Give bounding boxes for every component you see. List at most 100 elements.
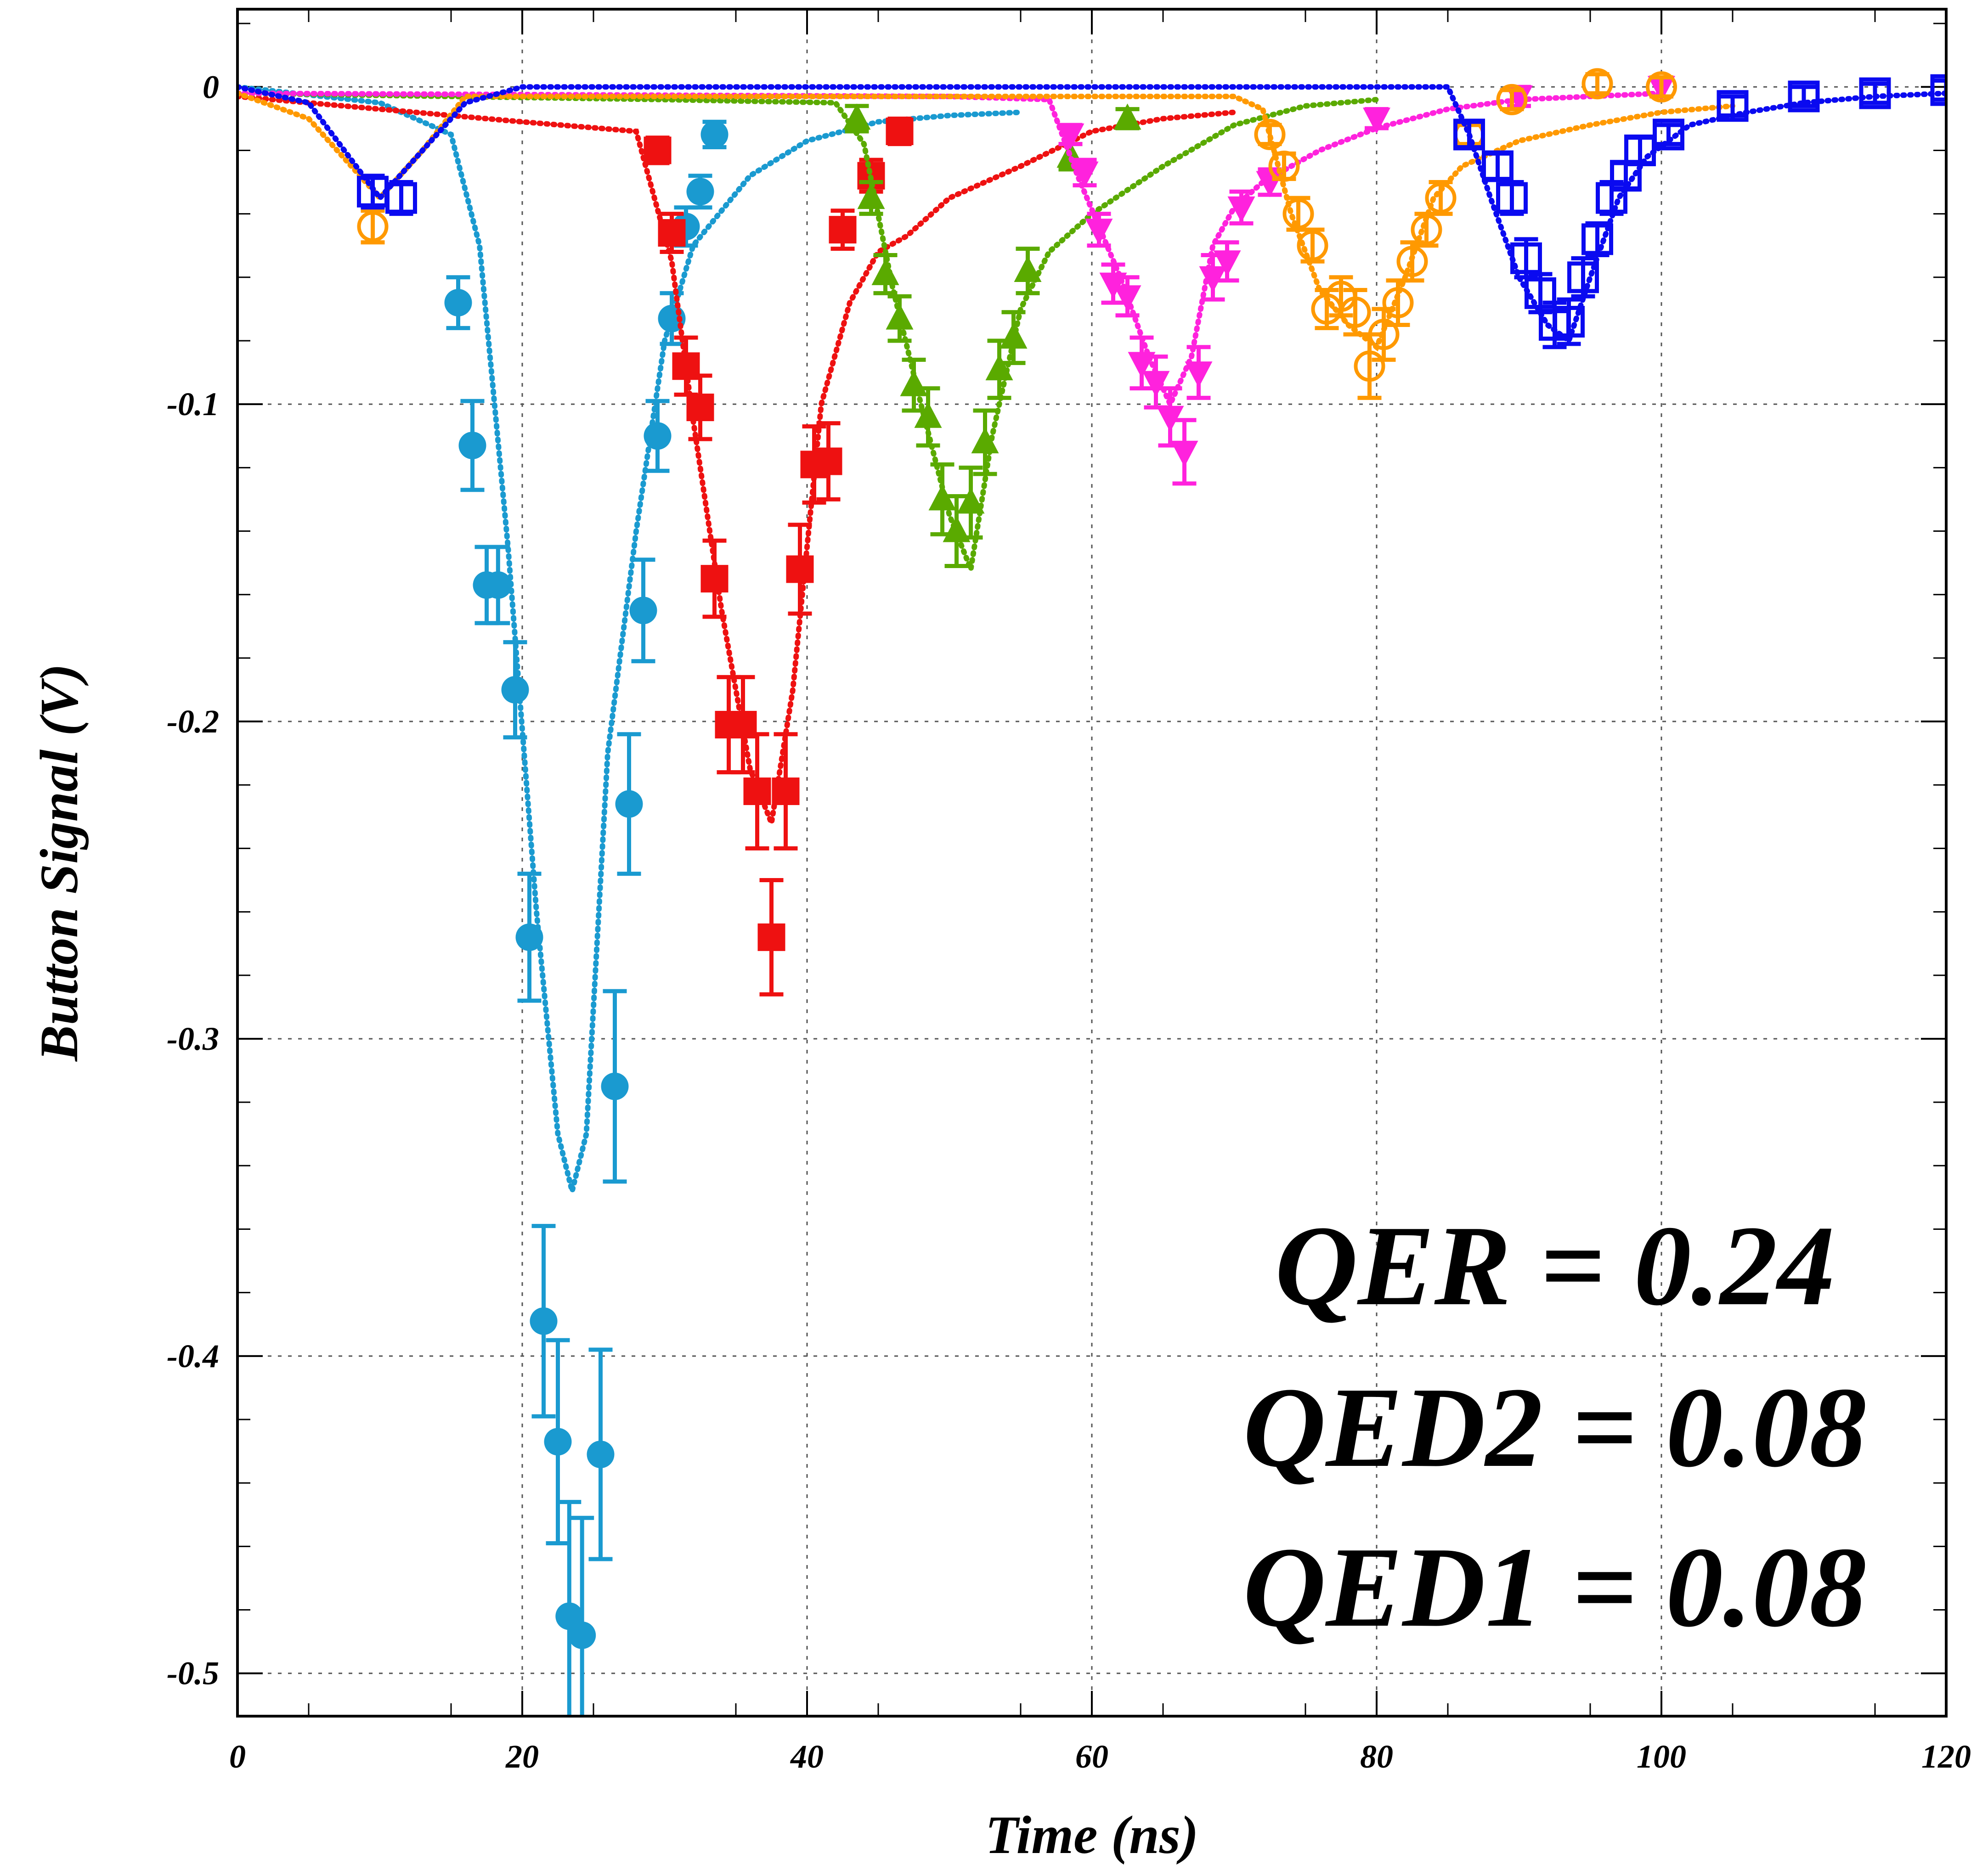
annotation-qer: QER = 0.24	[1275, 1202, 1835, 1329]
x-tick-label: 80	[1360, 1738, 1393, 1775]
x-tick-label: 60	[1075, 1738, 1108, 1775]
data-point	[1000, 322, 1028, 349]
annotation-qed2: QED2 = 0.08	[1243, 1364, 1867, 1491]
x-tick-label: 40	[790, 1738, 824, 1775]
y-tick-labels: 0 -0.1 -0.2 -0.3 -0.4 -0.5	[167, 68, 219, 1691]
data-point	[1717, 90, 1749, 122]
data-point	[1624, 134, 1656, 166]
data-point	[1354, 350, 1385, 382]
data-point	[1425, 182, 1457, 214]
data-point	[829, 216, 857, 244]
data-point	[814, 447, 842, 475]
data-point	[1014, 255, 1042, 282]
data-point	[857, 183, 885, 209]
data-point	[843, 103, 871, 130]
plot-area	[237, 68, 1946, 1716]
data-point	[644, 422, 672, 450]
data-point	[1113, 103, 1141, 130]
data-point	[1254, 118, 1286, 150]
y-tick-label: -0.4	[167, 1338, 219, 1374]
x-tick-label: 120	[1921, 1738, 1971, 1775]
series-group	[237, 94, 1237, 997]
data-point	[1653, 118, 1684, 151]
data-point	[914, 401, 942, 428]
x-axis-title: Time (ns)	[985, 1805, 1198, 1865]
data-point	[1567, 261, 1599, 293]
data-point	[1453, 118, 1485, 151]
series-group	[237, 75, 1675, 486]
data-point	[544, 1428, 572, 1456]
data-point	[658, 219, 686, 247]
plot-frame	[236, 8, 1948, 1718]
data-point	[1859, 77, 1891, 109]
data-point	[1930, 74, 1946, 106]
data-point	[886, 303, 914, 330]
data-point	[615, 790, 643, 818]
data-point	[772, 777, 800, 805]
data-point	[1339, 296, 1371, 328]
data-point	[1788, 80, 1820, 113]
data-point	[1113, 285, 1141, 312]
x-tick-label: 0	[229, 1738, 246, 1775]
data-point	[1368, 319, 1400, 350]
y-tick-label: -0.5	[167, 1655, 219, 1692]
data-point	[1142, 371, 1170, 397]
data-point	[1496, 84, 1528, 115]
data-point	[385, 182, 417, 214]
data-point	[700, 565, 729, 593]
data-point	[1213, 250, 1241, 277]
data-point	[458, 431, 486, 459]
data-point	[1227, 196, 1255, 223]
data-point	[1268, 150, 1300, 182]
data-point	[515, 923, 543, 951]
data-point	[444, 289, 472, 317]
x-tick-label: 100	[1637, 1738, 1686, 1775]
data-point	[1581, 223, 1613, 255]
data-point	[700, 120, 729, 148]
data-point	[686, 394, 714, 422]
y-tick-label: -0.2	[167, 703, 219, 740]
data-point	[1496, 182, 1528, 214]
data-point	[1297, 230, 1328, 261]
data-point	[1411, 214, 1442, 246]
data-point	[686, 178, 714, 206]
data-point	[644, 136, 672, 164]
data-point	[1525, 277, 1556, 309]
data-point	[1170, 440, 1198, 467]
data-point	[484, 571, 512, 599]
tick-marks	[237, 9, 1947, 1716]
series-group	[237, 74, 1946, 349]
data-point	[757, 923, 785, 951]
data-point	[629, 597, 657, 625]
data-point	[1071, 161, 1099, 188]
fit-curve	[237, 84, 1023, 1192]
data-point	[501, 676, 529, 704]
data-point	[871, 259, 899, 285]
data-point	[886, 117, 914, 145]
data-point	[1646, 71, 1677, 103]
x-tick-labels: 0 20 40 60 80 100 120	[229, 1738, 1971, 1775]
data-point	[985, 354, 1013, 381]
x-tick-label: 20	[505, 1738, 539, 1775]
data-point	[1510, 242, 1542, 274]
data-point	[1396, 246, 1428, 277]
y-tick-label: 0	[203, 68, 219, 105]
data-point	[530, 1307, 558, 1335]
data-point	[957, 487, 985, 514]
data-point	[1185, 361, 1213, 388]
series-group	[237, 84, 1023, 1716]
data-point	[1581, 68, 1613, 100]
series-group	[237, 90, 1379, 580]
data-point	[1056, 123, 1084, 150]
data-point	[1085, 219, 1113, 245]
data-point	[928, 484, 956, 511]
data-point	[1482, 150, 1514, 182]
data-point	[357, 211, 389, 242]
data-point	[1553, 306, 1585, 338]
y-axis-title: Button Signal (V)	[29, 664, 89, 1062]
data-point	[743, 777, 771, 805]
data-point	[1156, 406, 1184, 432]
data-point	[587, 1441, 615, 1469]
